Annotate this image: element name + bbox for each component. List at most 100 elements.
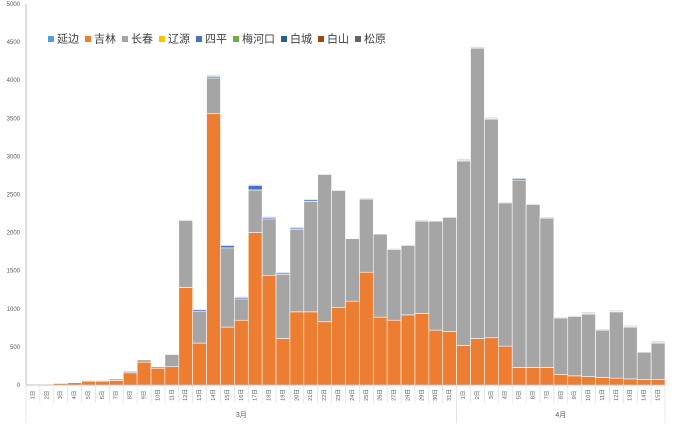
legend-label: 白山 bbox=[327, 32, 349, 46]
bar-segment-3 bbox=[345, 238, 360, 302]
bar-segment-2 bbox=[234, 319, 249, 386]
y-tick-label: 5000 bbox=[7, 2, 21, 8]
legend-swatch bbox=[48, 36, 54, 42]
bar-segment-2 bbox=[331, 306, 346, 386]
x-tick-label: 20日 bbox=[293, 389, 300, 401]
legend-swatch bbox=[122, 36, 128, 42]
bar-segment-3 bbox=[497, 202, 513, 347]
x-tick-label: 14日 bbox=[210, 389, 217, 401]
bar-segment-3 bbox=[539, 217, 555, 368]
bar-segment-3 bbox=[623, 326, 638, 380]
bar-segment-3 bbox=[372, 233, 388, 318]
bar-segment-2 bbox=[109, 380, 124, 386]
x-tick-label: 7日 bbox=[543, 391, 550, 400]
x-tick-label: 12日 bbox=[613, 389, 620, 401]
bar-segment-9 bbox=[609, 310, 624, 312]
x-tick-label: 5日 bbox=[85, 391, 92, 400]
bar-segment-3 bbox=[261, 218, 277, 276]
bar-segment-2 bbox=[581, 376, 596, 386]
bar-segment-2 bbox=[150, 367, 166, 386]
legend-label: 长春 bbox=[131, 33, 153, 46]
legend-label: 辽源 bbox=[168, 32, 190, 46]
x-tick-label: 22日 bbox=[321, 389, 328, 401]
bar-segment-5 bbox=[553, 316, 569, 319]
legend-swatch bbox=[233, 36, 239, 42]
legend-label: 松原 bbox=[364, 32, 386, 46]
bar-segment-3 bbox=[414, 220, 430, 314]
bar-segment-2 bbox=[164, 366, 180, 386]
bar-segment-2 bbox=[442, 331, 457, 386]
x-tick-label: 29日 bbox=[418, 389, 425, 401]
x-tick-label: 15日 bbox=[224, 389, 231, 401]
bar-segment-2 bbox=[372, 316, 388, 386]
bar-segment-9 bbox=[623, 325, 638, 327]
x-tick-label: 12日 bbox=[182, 389, 189, 401]
bar-segment-2 bbox=[470, 338, 485, 386]
bar-segment-2 bbox=[178, 287, 193, 386]
bar-segment-5 bbox=[595, 329, 610, 331]
bar-segment-9 bbox=[581, 311, 596, 313]
bar-segment-2 bbox=[609, 377, 624, 386]
x-tick-label: 15日 bbox=[655, 389, 662, 401]
x-tick-label: 4日 bbox=[71, 391, 78, 400]
x-tick-label: 9日 bbox=[571, 391, 578, 400]
bar-segment-3 bbox=[456, 160, 471, 346]
x-tick-label: 24日 bbox=[349, 389, 356, 401]
bar-segment-2 bbox=[623, 378, 638, 386]
bar-segment-3 bbox=[428, 220, 444, 331]
legend-swatch bbox=[281, 36, 287, 42]
y-tick-label: 2000 bbox=[7, 231, 21, 237]
bar-segment-7 bbox=[303, 198, 319, 201]
bar-segment-5 bbox=[359, 198, 374, 200]
x-tick-label: 2日 bbox=[474, 391, 481, 400]
y-tick-label: 4500 bbox=[7, 40, 21, 46]
x-tick-label: 11日 bbox=[599, 389, 606, 400]
bar-segment-2 bbox=[553, 374, 569, 386]
bar-segment-3 bbox=[164, 354, 180, 368]
x-tick-label: 6日 bbox=[99, 391, 106, 400]
legend-swatch bbox=[159, 36, 165, 42]
x-tick-label: 23日 bbox=[335, 389, 342, 401]
y-tick-label: 1500 bbox=[7, 269, 21, 275]
bar-segment-7 bbox=[289, 226, 305, 229]
bar-segment-3 bbox=[150, 366, 166, 369]
bar-segment-3 bbox=[109, 378, 124, 381]
x-tick-label: 5日 bbox=[516, 391, 523, 400]
bar-segment-3 bbox=[234, 298, 249, 321]
x-tick-label: 25日 bbox=[363, 389, 370, 401]
x-tick-label: 21日 bbox=[307, 389, 314, 401]
bar-segment-5 bbox=[386, 248, 402, 250]
bar-segment-9 bbox=[206, 74, 221, 76]
bar-segment-2 bbox=[400, 314, 416, 386]
x-tick-label: 30日 bbox=[432, 389, 439, 401]
bar-segment-3 bbox=[650, 342, 666, 380]
y-tick-label: 3000 bbox=[7, 154, 21, 160]
bar-segment-2 bbox=[525, 367, 541, 386]
bar-segment-5 bbox=[400, 244, 416, 246]
bar-segment-3 bbox=[484, 118, 499, 339]
bar-segment-2 bbox=[456, 345, 471, 386]
bar-segment-2 bbox=[136, 361, 152, 386]
bar-segment-2 bbox=[275, 338, 291, 386]
x-tick-label: 2日 bbox=[43, 391, 50, 400]
x-tick-label: 8日 bbox=[557, 391, 564, 400]
bar-segment-2 bbox=[650, 379, 666, 386]
legend-label: 四平 bbox=[205, 34, 227, 46]
bar-segment-2 bbox=[595, 377, 610, 386]
x-tick-label: 10日 bbox=[154, 389, 161, 401]
bar-segment-2 bbox=[484, 337, 499, 386]
bar-segment-5 bbox=[178, 219, 193, 221]
bar-segment-5 bbox=[220, 245, 235, 249]
y-tick-label: 2500 bbox=[7, 193, 21, 199]
bar-segment-2 bbox=[414, 313, 430, 386]
bar-segment-2 bbox=[511, 367, 527, 386]
legend-label: 延边 bbox=[57, 33, 79, 46]
bar-segment-5 bbox=[539, 217, 555, 219]
bar-segment-2 bbox=[567, 375, 582, 386]
bar-segment-3 bbox=[525, 204, 541, 368]
bar-segment-3 bbox=[206, 77, 221, 115]
x-tick-label: 10日 bbox=[585, 389, 592, 401]
bar-segment-5 bbox=[317, 173, 332, 175]
y-tick-label: 1000 bbox=[7, 307, 21, 313]
bar-segment-3 bbox=[331, 190, 346, 308]
